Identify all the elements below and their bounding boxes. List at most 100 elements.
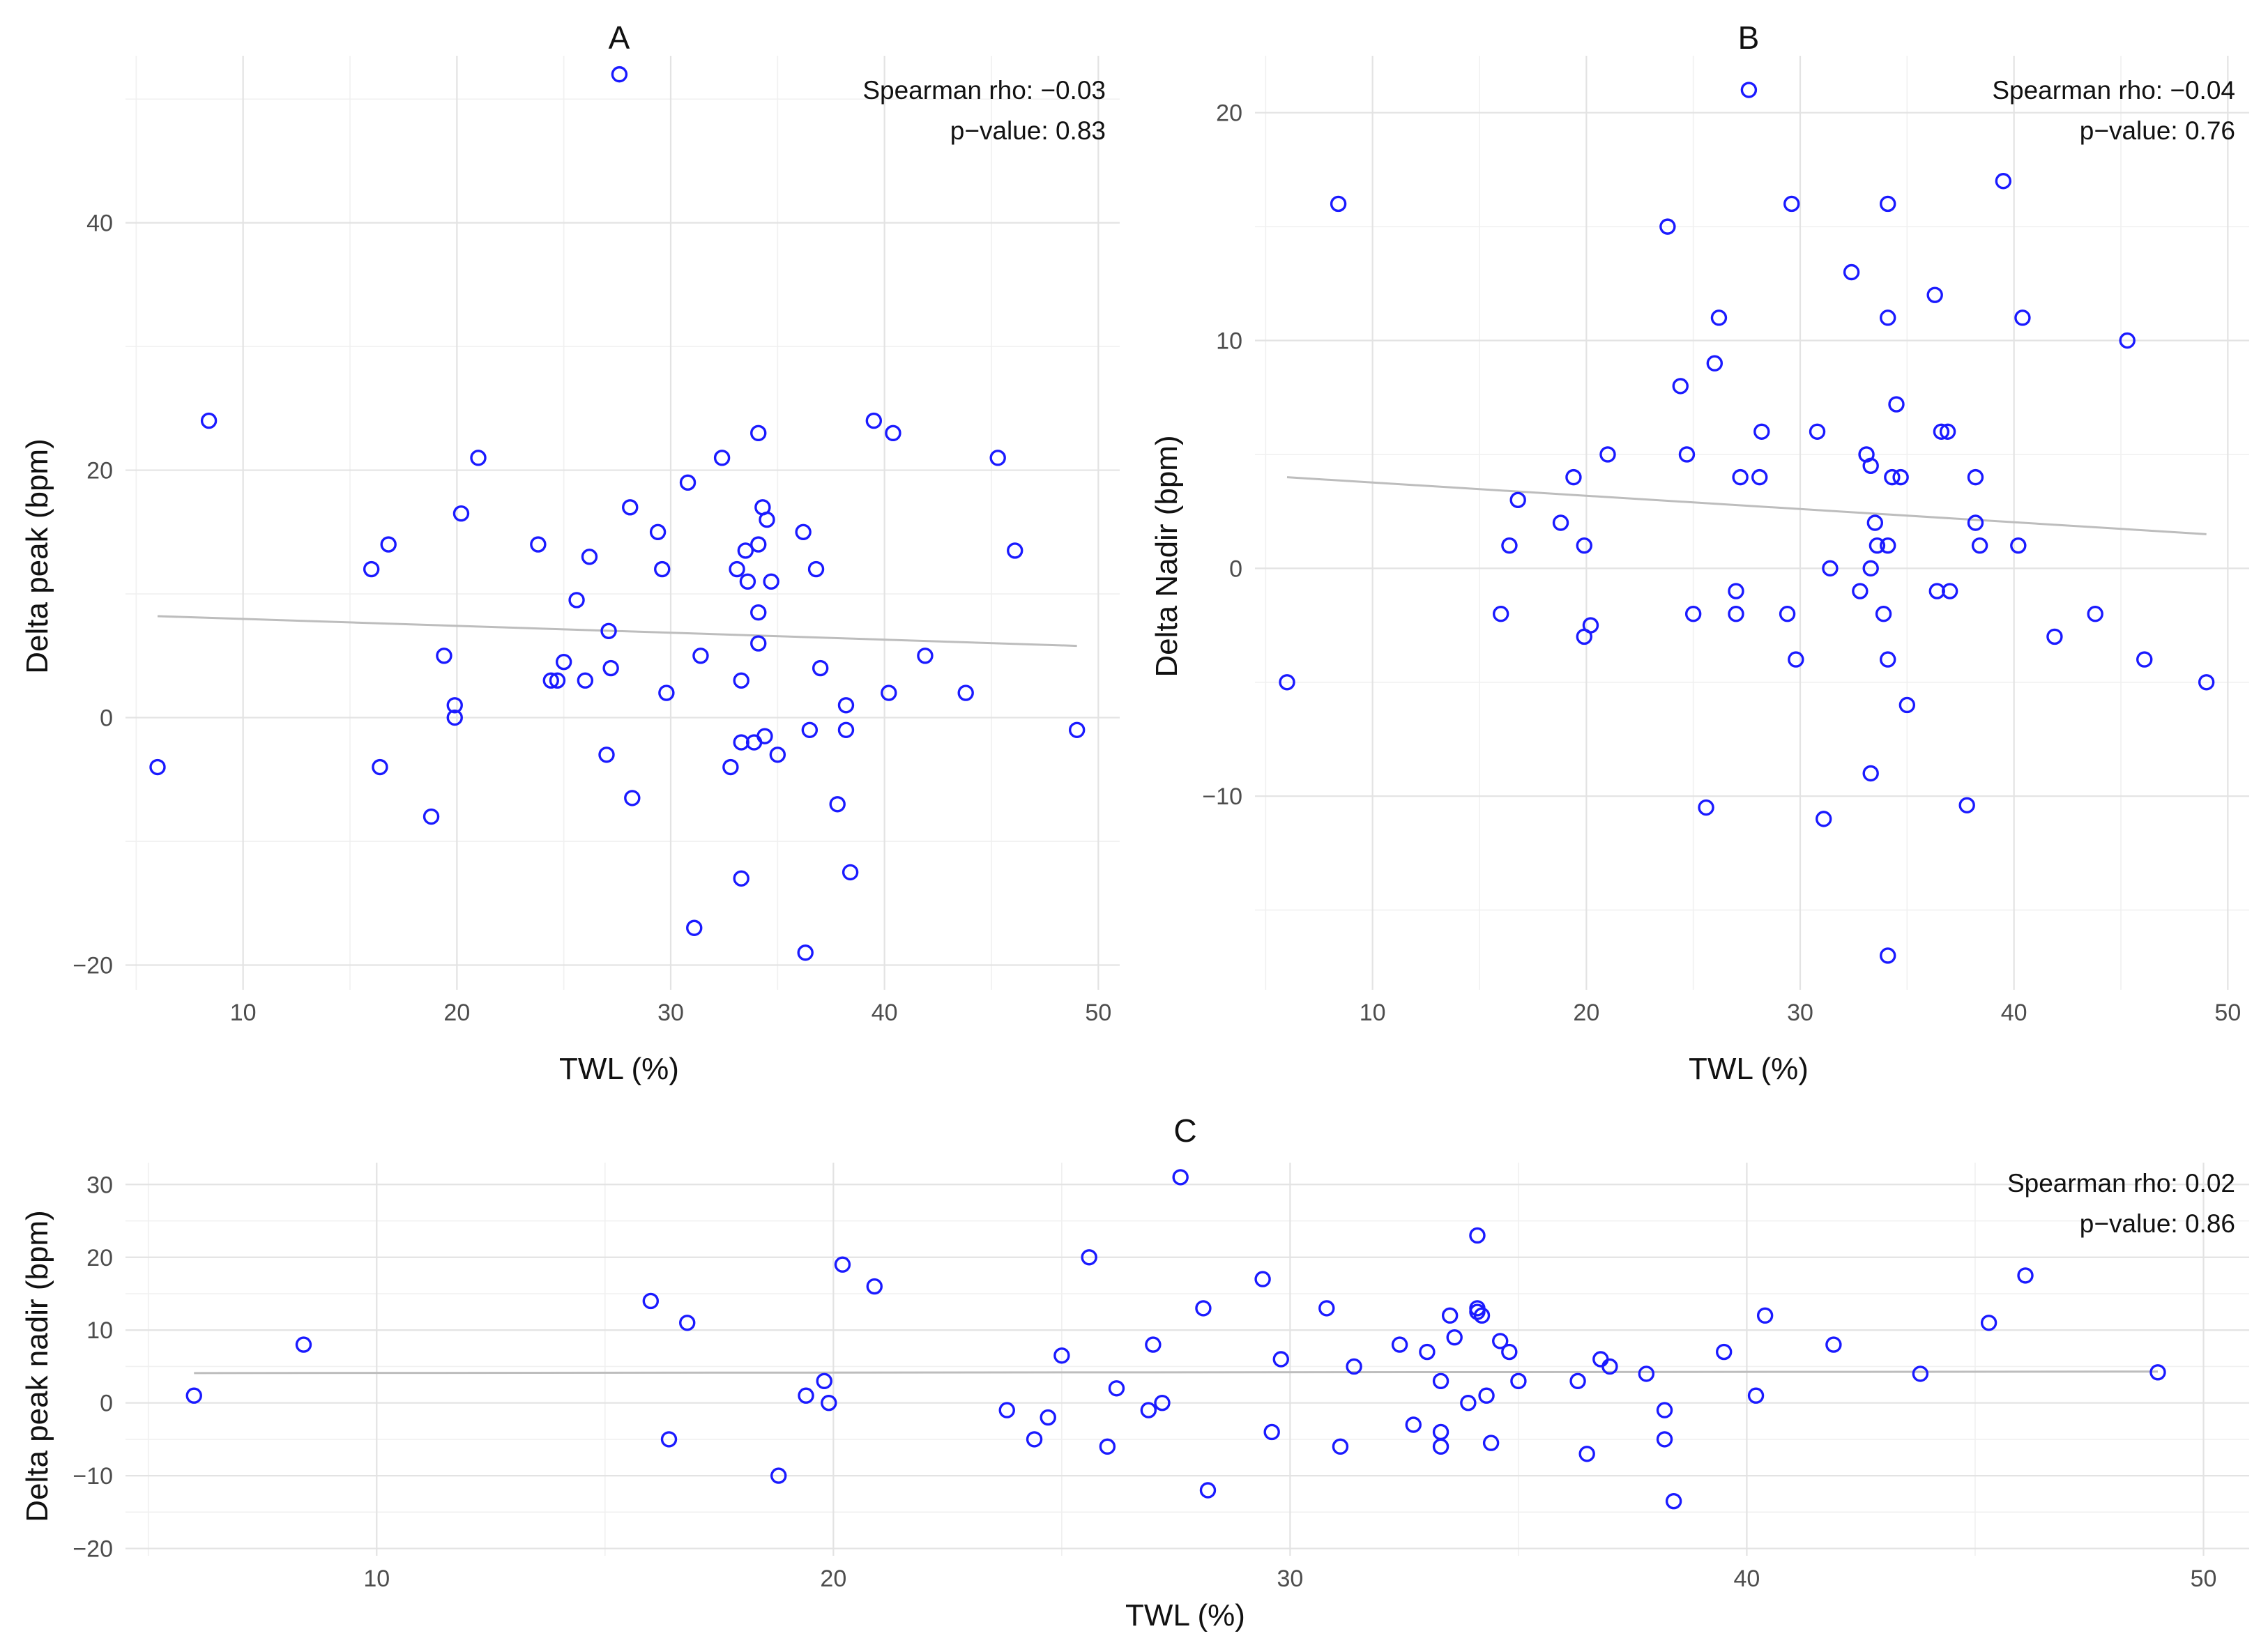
data-point xyxy=(660,1431,678,1448)
panel-title-c: C xyxy=(1173,1112,1196,1149)
data-point xyxy=(1880,947,1896,964)
data-point xyxy=(1665,1492,1682,1510)
data-point xyxy=(1172,1169,1189,1186)
data-point xyxy=(1967,468,1984,486)
data-point xyxy=(2046,628,2063,645)
data-point xyxy=(821,1394,837,1411)
data-point xyxy=(1656,1402,1673,1418)
data-point xyxy=(1263,1423,1280,1441)
data-point xyxy=(837,697,855,714)
x-tick-label: 50 xyxy=(2191,1566,2217,1592)
data-point xyxy=(654,560,671,578)
data-point xyxy=(1040,1409,1056,1426)
data-point xyxy=(470,450,487,466)
x-tick-label: 10 xyxy=(1360,1000,1386,1026)
data-point xyxy=(2119,332,2136,349)
data-point xyxy=(2010,537,2027,554)
data-point xyxy=(1892,468,1909,486)
data-point xyxy=(998,1402,1015,1418)
grid-b xyxy=(1255,56,2249,990)
data-point xyxy=(1706,355,1723,372)
y-tick-label: −20 xyxy=(73,1536,113,1563)
data-point xyxy=(1888,396,1905,413)
data-point xyxy=(380,536,397,553)
data-point xyxy=(185,1387,202,1404)
data-point xyxy=(1478,1387,1495,1404)
data-point xyxy=(200,412,218,429)
p-value-a: p−value: 0.83 xyxy=(950,116,1106,145)
data-point xyxy=(1501,1343,1518,1361)
data-point xyxy=(446,709,463,726)
x-tick-label: 40 xyxy=(2001,1000,2027,1026)
panel-title-a: A xyxy=(609,20,630,56)
data-point xyxy=(1081,1249,1097,1266)
data-point xyxy=(1140,1402,1157,1418)
data-point xyxy=(737,542,754,559)
data-point xyxy=(1880,309,1896,326)
data-point xyxy=(1007,542,1023,559)
data-point xyxy=(759,511,775,528)
data-point xyxy=(1601,1358,1618,1375)
data-point xyxy=(642,1292,660,1310)
data-point xyxy=(686,919,703,936)
data-point xyxy=(865,412,883,429)
data-point xyxy=(1783,195,1800,213)
data-point xyxy=(624,790,641,806)
y-tick-label: 10 xyxy=(86,1317,113,1344)
data-point xyxy=(1469,1303,1486,1320)
data-point xyxy=(1068,721,1086,738)
trend-line-c xyxy=(194,1370,2158,1375)
points-a xyxy=(149,66,1086,961)
data-point xyxy=(1578,1446,1595,1462)
data-point xyxy=(866,1278,883,1295)
ticks-c: 10 20 30 40 50 −20 −10 0 10 20 30 xyxy=(73,1172,2216,1592)
x-tick-label: 10 xyxy=(230,1000,257,1026)
data-point xyxy=(692,648,709,664)
data-point xyxy=(1441,1307,1459,1324)
data-point xyxy=(1419,1343,1436,1361)
y-tick-label: 20 xyxy=(1216,100,1242,127)
y-tick-label: 0 xyxy=(1229,556,1242,582)
data-point xyxy=(750,635,767,652)
data-point xyxy=(542,672,559,689)
data-point xyxy=(611,66,628,83)
points-c xyxy=(185,1169,2166,1510)
data-point xyxy=(957,684,974,701)
x-tick-label: 30 xyxy=(1787,1000,1813,1026)
data-point xyxy=(1473,1307,1491,1324)
data-point xyxy=(581,549,598,565)
x-axis-label-a: TWL (%) xyxy=(559,1052,679,1086)
data-point xyxy=(733,672,749,689)
data-point xyxy=(842,864,859,881)
trend-line-a xyxy=(157,615,1077,648)
data-point xyxy=(1510,1372,1527,1390)
y-tick-label: 0 xyxy=(100,705,113,732)
regression-line xyxy=(1286,476,2207,535)
y-tick-label: 20 xyxy=(86,458,113,484)
data-point xyxy=(555,653,572,671)
data-point xyxy=(679,474,697,491)
data-point xyxy=(801,721,819,738)
data-point xyxy=(1684,606,1702,622)
data-point xyxy=(1756,1307,1774,1324)
panel-c: 10 20 30 40 50 −20 −10 0 10 20 30 C TWL (%) Delta … xyxy=(20,1112,2249,1632)
data-point xyxy=(1145,1336,1162,1353)
data-point xyxy=(1492,1333,1509,1349)
data-point xyxy=(1751,468,1768,486)
data-point xyxy=(1565,468,1582,486)
data-point xyxy=(729,560,745,578)
p-value-b: p−value: 0.76 xyxy=(2080,116,2235,145)
panel-a: 10 20 30 40 50 −20 0 20 40 A TWL (%) Delta peak … xyxy=(20,20,1120,1086)
data-point xyxy=(1732,468,1749,486)
data-point xyxy=(1279,674,1295,691)
data-point xyxy=(1552,514,1569,531)
data-point xyxy=(769,747,786,763)
y-tick-label: 10 xyxy=(1216,328,1242,355)
data-point xyxy=(1026,1431,1043,1448)
data-point xyxy=(795,523,812,541)
data-point xyxy=(1492,606,1509,622)
data-point xyxy=(1710,309,1728,326)
y-axis-label-b: Delta Nadir (bpm) xyxy=(1150,435,1184,677)
x-tick-label: 30 xyxy=(657,1000,684,1026)
